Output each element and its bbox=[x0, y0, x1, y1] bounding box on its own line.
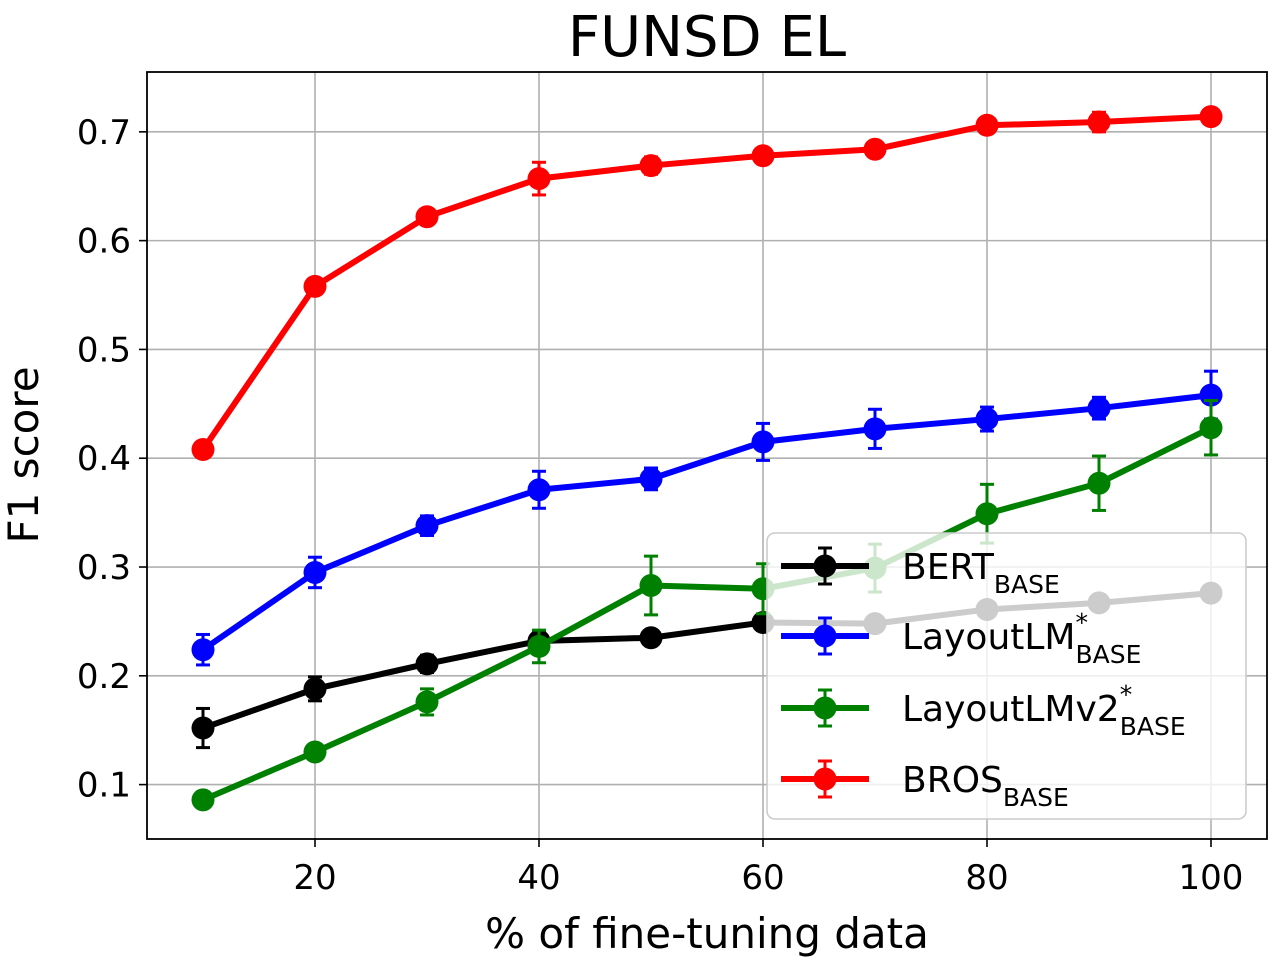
y-tick-label: 0.6 bbox=[77, 222, 131, 262]
data-point bbox=[415, 205, 439, 229]
legend-label-name: LayoutLM bbox=[902, 617, 1076, 658]
data-point bbox=[527, 478, 551, 502]
data-point bbox=[303, 740, 327, 764]
legend-label: BROSBASE bbox=[902, 760, 1069, 812]
legend-label-sub: BASE bbox=[1003, 783, 1069, 812]
legend-label-sup: * bbox=[1120, 680, 1133, 709]
legend-item: LayoutLM* BASE bbox=[781, 608, 1141, 669]
data-point bbox=[639, 574, 663, 598]
y-tick-label: 0.4 bbox=[77, 439, 131, 479]
data-point bbox=[639, 154, 663, 178]
data-point bbox=[1087, 396, 1111, 420]
legend-label-sup: * bbox=[1076, 608, 1089, 637]
series-line bbox=[200, 113, 1212, 452]
data-point bbox=[751, 144, 775, 168]
x-axis-title: % of fine-tuning data bbox=[485, 909, 929, 958]
legend-label-name: BROS bbox=[902, 760, 1003, 801]
legend-label-name: LayoutLMv2 bbox=[902, 689, 1120, 730]
y-tick-label: 0.1 bbox=[77, 766, 131, 806]
data-point bbox=[191, 438, 215, 462]
legend-marker bbox=[813, 696, 837, 720]
data-point bbox=[191, 716, 215, 740]
data-point bbox=[527, 634, 551, 658]
legend-item: BROSBASE bbox=[781, 759, 1069, 812]
data-point bbox=[1087, 110, 1111, 134]
data-point bbox=[975, 407, 999, 431]
data-point bbox=[975, 502, 999, 526]
x-tick-label: 100 bbox=[1179, 858, 1244, 898]
y-tick-label: 0.5 bbox=[77, 330, 131, 370]
series-line bbox=[201, 425, 1213, 803]
legend-label: BERTBASE bbox=[902, 547, 1060, 599]
data-point bbox=[527, 167, 551, 191]
data-point bbox=[975, 113, 999, 137]
series-line bbox=[201, 392, 1212, 653]
y-tick-label: 0.7 bbox=[77, 113, 131, 153]
data-point bbox=[415, 514, 439, 538]
x-tick-label: 20 bbox=[293, 858, 336, 898]
legend-marker bbox=[813, 554, 837, 578]
x-tick-label: 60 bbox=[741, 858, 784, 898]
data-point bbox=[303, 274, 327, 298]
legend-label-sub: BASE bbox=[1076, 640, 1142, 669]
legend-label-name: BERT bbox=[902, 547, 995, 588]
data-point bbox=[303, 677, 327, 701]
data-point bbox=[863, 137, 887, 161]
data-point bbox=[1199, 416, 1223, 440]
legend-label-sub: BASE bbox=[994, 570, 1060, 599]
legend-label: LayoutLMv2* BASE bbox=[902, 680, 1186, 741]
legend-item: BERTBASE bbox=[781, 546, 1060, 599]
series-bros bbox=[191, 105, 1223, 462]
legend-label-sub: BASE bbox=[1120, 712, 1186, 741]
y-axis-title: F1 score bbox=[0, 366, 48, 543]
data-point bbox=[191, 788, 215, 812]
data-point bbox=[415, 690, 439, 714]
data-point bbox=[863, 417, 887, 441]
y-tick-label: 0.2 bbox=[77, 657, 131, 697]
x-tick-label: 40 bbox=[517, 858, 560, 898]
chart-title: FUNSD EL bbox=[568, 5, 846, 70]
legend-box bbox=[766, 532, 1247, 820]
data-point bbox=[1199, 105, 1223, 129]
data-point bbox=[191, 638, 215, 662]
series-layoutlm bbox=[191, 369, 1223, 667]
legend-marker bbox=[813, 624, 837, 648]
y-tick-label: 0.3 bbox=[77, 548, 131, 588]
legend-marker bbox=[813, 767, 837, 791]
axis-ticks: 20 40 60 80 100 0.1 0.2 0.3 0.4 0.5 0.6 0.7 bbox=[77, 113, 1244, 898]
data-point bbox=[751, 430, 775, 454]
legend-label: LayoutLM* BASE bbox=[902, 608, 1141, 669]
data-point bbox=[639, 467, 663, 491]
data-point bbox=[639, 626, 663, 650]
plot-frame bbox=[146, 71, 1268, 840]
x-tick-label: 80 bbox=[965, 858, 1008, 898]
data-point bbox=[303, 560, 327, 584]
data-point bbox=[415, 652, 439, 676]
data-point bbox=[1087, 471, 1111, 495]
legend-item: LayoutLMv2* BASE bbox=[781, 680, 1186, 741]
